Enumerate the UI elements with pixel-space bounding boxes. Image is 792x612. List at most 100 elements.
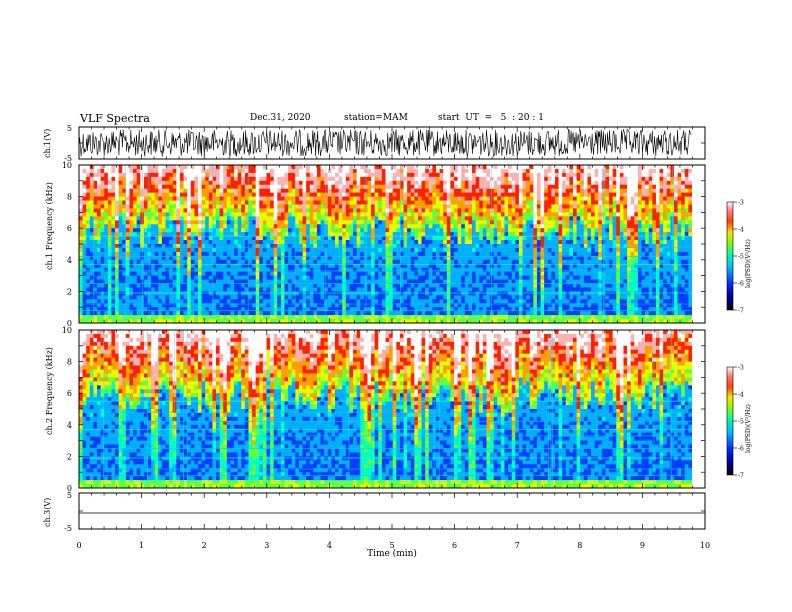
spectrogram-cell (392, 204, 397, 209)
spectrogram-cell (454, 216, 458, 221)
spectrogram-cell (428, 208, 433, 213)
spectrogram-cell (446, 319, 451, 324)
spectrogram-cell (461, 200, 466, 205)
spectrogram-cell (82, 236, 87, 241)
spectrogram-cell (79, 236, 83, 241)
spectrogram-cell (515, 247, 520, 253)
spectrogram-cell (248, 232, 253, 237)
spectrogram-cell (266, 244, 271, 249)
spectrogram-cell (234, 259, 238, 265)
spectrogram-cell (475, 291, 480, 296)
spectrogram-cell (266, 279, 271, 284)
spectrogram-cell (450, 267, 455, 272)
spectrogram-cell (450, 263, 455, 268)
spectrogram-cell (234, 275, 238, 280)
spectrogram-cell (172, 165, 177, 170)
spectrogram-cell (457, 267, 462, 272)
spectrogram-cell (515, 168, 520, 174)
spectrogram-cell (187, 303, 192, 308)
spectrogram-cell (508, 299, 513, 304)
spectrogram-cell (237, 244, 242, 249)
spectrogram-cell (443, 232, 448, 237)
spectrogram-cell (143, 255, 148, 261)
spectrogram-cell (385, 267, 390, 272)
spectrogram-cell (223, 299, 228, 304)
spectrogram-cell (425, 216, 430, 221)
spectrogram-cell (468, 184, 473, 189)
spectrogram-cell (464, 208, 469, 213)
spectrogram-cell (371, 299, 375, 304)
spectrogram-cell (273, 287, 278, 292)
spectrogram-cell (356, 228, 361, 233)
spectrogram-cell (435, 295, 440, 300)
spectrogram-cell (129, 295, 134, 300)
spectrogram-cell (508, 267, 513, 272)
spectrogram-cell (371, 172, 375, 178)
spectrogram-cell (493, 228, 498, 233)
spectrogram-cell (392, 271, 397, 276)
spectrogram-cell (205, 208, 210, 213)
spectrogram-cell (417, 267, 422, 272)
spectrogram-cell (421, 255, 426, 261)
spectrogram-cell (367, 236, 372, 241)
spectrogram-cell (345, 184, 350, 189)
spectrogram-cell (93, 271, 98, 276)
spectrogram-cell (389, 283, 394, 288)
spectrogram-cell (493, 216, 498, 221)
spectrogram-cell (371, 200, 375, 205)
spectrogram-cell (201, 232, 206, 237)
spectrogram-cell (371, 287, 375, 292)
spectrogram-cell (270, 303, 275, 308)
spectrogram-cell (399, 275, 404, 280)
spectrogram-cell (97, 212, 101, 217)
spectrogram-cell (201, 196, 206, 201)
spectrogram-cell (396, 291, 401, 296)
spectrogram-cell (288, 251, 293, 257)
spectrogram-cell (223, 295, 228, 300)
spectrogram-cell (89, 271, 94, 276)
spectrogram-cell (316, 212, 321, 217)
spectrogram-cell (122, 251, 127, 257)
spectrogram-cell (504, 184, 509, 189)
spectrogram-cell (255, 192, 260, 197)
spectrogram-cell (349, 247, 354, 253)
spectrogram-cell (493, 232, 498, 237)
spectrogram-cell (284, 204, 289, 209)
spectrogram-cell (407, 303, 412, 308)
spectrogram-cell (226, 212, 231, 217)
spectrogram-cell (302, 212, 307, 217)
spectrogram-cell (461, 263, 466, 268)
spectrogram-cell (508, 204, 513, 209)
spectrogram-cell (497, 247, 502, 253)
spectrogram-cell (89, 259, 94, 265)
spectrogram-cell (255, 236, 260, 241)
spectrogram-cell (295, 165, 300, 170)
spectrogram-cell (288, 204, 293, 209)
spectrogram-cell (208, 172, 213, 178)
spectrogram-cell (309, 165, 314, 170)
spectrogram-cell (335, 204, 339, 209)
spectrogram-cell (151, 244, 156, 249)
spectrogram-cell (151, 220, 156, 225)
spectrogram-cell (212, 180, 217, 186)
spectrogram-cell (205, 180, 210, 186)
spectrogram-cell (223, 303, 228, 308)
spectrogram-cell (197, 291, 202, 296)
spectrogram-cell (179, 216, 184, 221)
spectrogram-cell (129, 299, 134, 304)
spectrogram-cell (472, 172, 476, 178)
spectrogram-cell (241, 240, 246, 245)
spectrogram-cell (176, 244, 181, 249)
spectrogram-cell (338, 244, 343, 249)
spectrogram-cell (147, 251, 152, 257)
spectrogram-cell (230, 255, 235, 261)
spectrogram-cell (327, 267, 332, 272)
spectrogram-cell (468, 259, 473, 265)
spectrogram-cell (482, 208, 487, 213)
spectrogram-cell (349, 236, 354, 241)
spectrogram-cell (331, 168, 336, 174)
spectrogram-cell (432, 224, 437, 229)
spectrogram-cell (298, 184, 303, 189)
spectrogram-cell (439, 279, 444, 284)
spectrogram-cell (97, 271, 101, 276)
